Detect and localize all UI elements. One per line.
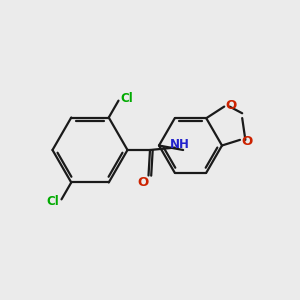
Text: O: O: [241, 135, 252, 148]
Text: NH: NH: [170, 138, 190, 151]
Text: Cl: Cl: [121, 92, 133, 105]
Text: Cl: Cl: [47, 195, 59, 208]
Text: O: O: [137, 176, 148, 189]
Text: O: O: [225, 99, 236, 112]
